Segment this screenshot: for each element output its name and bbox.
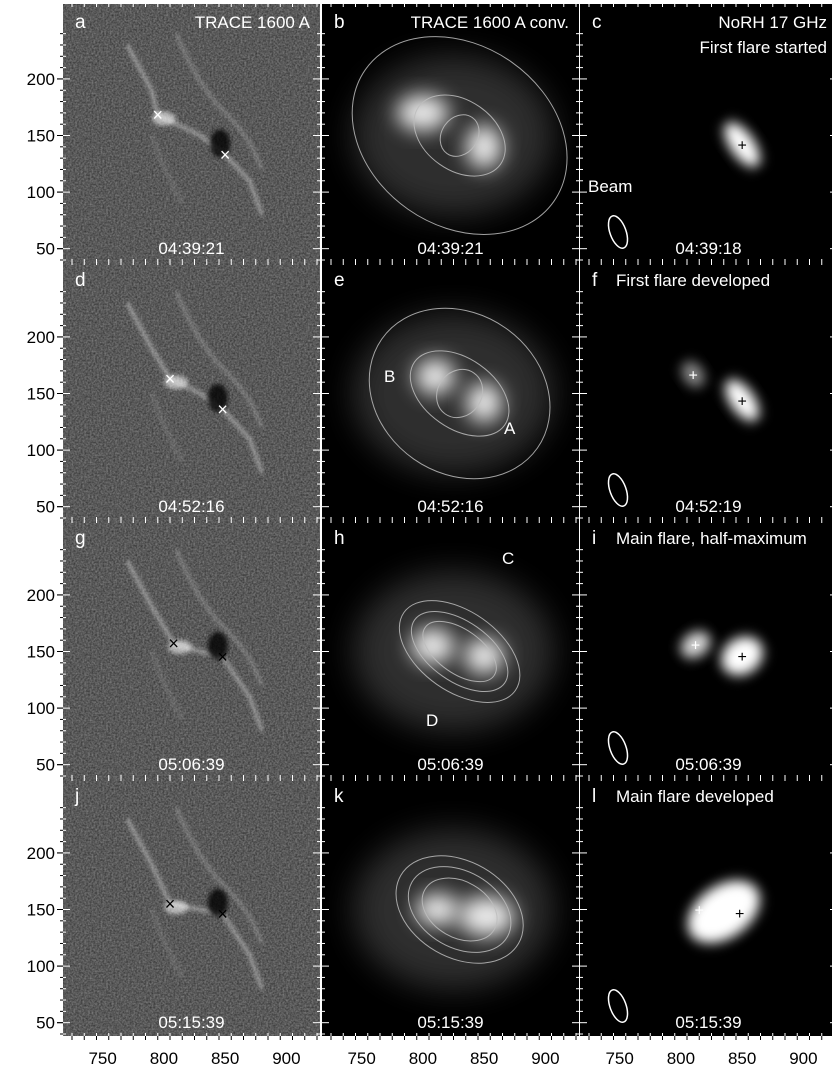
panel-j: × × j 05:15:39: [63, 778, 320, 1036]
panel-letter: i: [592, 528, 596, 549]
beam-ellipse: [607, 215, 629, 249]
panel-a: × × a TRACE 1600 A 04:39:21: [63, 4, 320, 262]
panel-letter: c: [592, 12, 602, 33]
x-tick-label: 900: [789, 1049, 817, 1068]
panel-letter: l: [592, 786, 596, 807]
timestamp: 05:06:39: [417, 755, 483, 774]
y-tick-label: 50: [36, 240, 55, 259]
timestamp: 04:52:19: [675, 497, 741, 516]
panel-i: + + i Main flare, half-maximum 05:06:39: [580, 520, 832, 778]
region-label: B: [384, 367, 395, 386]
beam-ellipse: [607, 731, 629, 765]
timestamp: 04:39:21: [158, 239, 224, 258]
panel-letter: g: [75, 528, 86, 549]
panel-letter: d: [75, 270, 86, 291]
timestamp: 04:39:18: [675, 239, 741, 258]
cross-marker: ×: [217, 399, 228, 419]
x-tick-label: 850: [728, 1049, 756, 1068]
beam-ellipse: [607, 989, 629, 1023]
y-tick-label: 150: [27, 385, 55, 404]
y-tick-label: 200: [27, 844, 55, 863]
panel-title: Main flare developed: [616, 787, 774, 806]
timestamp: 05:06:39: [675, 755, 741, 774]
region-label: C: [502, 549, 514, 568]
panel-d: × × d 04:52:16: [63, 262, 320, 520]
panel-letter: a: [75, 12, 86, 33]
y-tick-label: 100: [27, 699, 55, 718]
timestamp: 05:15:39: [417, 1013, 483, 1032]
x-tick-label: 900: [531, 1049, 559, 1068]
panel-l: + + l Main flare developed 05:15:39: [580, 778, 832, 1036]
centroid-cross: +: [737, 649, 746, 666]
centroid-cross: +: [737, 138, 746, 155]
y-tick-label: 100: [27, 441, 55, 460]
x-tick-label: 900: [272, 1049, 300, 1068]
timestamp: 04:52:16: [417, 497, 483, 516]
y-tick-label: 150: [27, 901, 55, 920]
x-tick-label: 750: [347, 1049, 375, 1068]
panel-g: × × g 05:06:39: [63, 520, 320, 778]
timestamp: 05:06:39: [158, 755, 224, 774]
y-tick-label: 50: [36, 756, 55, 775]
panel-f: + + f First flare developed 04:52:19: [580, 262, 832, 520]
centroid-cross: +: [688, 367, 697, 384]
panel-subtitle: First flare started: [699, 38, 827, 57]
centroid-cross: +: [737, 393, 746, 410]
y-tick-label: 100: [27, 183, 55, 202]
y-tick-label: 50: [36, 1014, 55, 1033]
y-tick-label: 150: [27, 127, 55, 146]
beam-ellipse: [607, 473, 629, 507]
y-tick-label: 100: [27, 957, 55, 976]
centroid-cross: +: [735, 906, 744, 923]
panel-letter: h: [334, 528, 345, 549]
cross-marker: ×: [217, 904, 228, 924]
panel-b: b TRACE 1600 A conv. 04:39:21: [322, 4, 579, 262]
x-tick-label: 750: [88, 1049, 116, 1068]
panel-h: h C D 05:06:39: [322, 520, 579, 778]
cross-marker: ×: [165, 369, 176, 389]
panel-title: NoRH 17 GHz: [718, 13, 827, 32]
y-tick-label: 200: [27, 328, 55, 347]
panel-k: k 05:15:39: [322, 778, 579, 1036]
x-tick-label: 800: [150, 1049, 178, 1068]
panel-c: + Beam c NoRH 17 GHz First flare started 04:3…: [580, 4, 832, 262]
beam-label: Beam: [588, 177, 632, 196]
cross-marker: ×: [168, 634, 179, 654]
cross-marker: ×: [220, 145, 231, 165]
y-tick-label: 50: [36, 498, 55, 517]
panel-title: Main flare, half-maximum: [616, 529, 807, 548]
panel-title: TRACE 1600 A: [195, 13, 311, 32]
x-tick-label: 800: [667, 1049, 695, 1068]
y-tick-label: 200: [27, 586, 55, 605]
cross-marker: ×: [165, 894, 176, 914]
timestamp: 05:15:39: [675, 1013, 741, 1032]
timestamp: 05:15:39: [158, 1013, 224, 1032]
timestamp: 04:52:16: [158, 497, 224, 516]
region-label: A: [504, 419, 516, 438]
x-tick-label: 750: [605, 1049, 633, 1068]
region-label: D: [426, 711, 438, 730]
panel-letter: f: [592, 270, 598, 291]
panel-title: TRACE 1600 A conv.: [411, 13, 569, 32]
timestamp: 04:39:21: [417, 239, 483, 258]
panel-letter: k: [334, 786, 344, 807]
cross-marker: ×: [217, 647, 228, 667]
panel-letter: j: [74, 786, 79, 807]
y-tick-label: 150: [27, 643, 55, 662]
panel-letter: b: [334, 12, 345, 33]
x-tick-label: 850: [470, 1049, 498, 1068]
centroid-cross: +: [695, 903, 704, 920]
x-tick-label: 800: [409, 1049, 437, 1068]
centroid-cross: +: [691, 638, 700, 655]
y-tick-label: 200: [27, 70, 55, 89]
panel-letter: e: [334, 270, 345, 291]
panel-title: First flare developed: [616, 271, 770, 290]
cross-marker: ×: [152, 105, 163, 125]
x-tick-label: 850: [211, 1049, 239, 1068]
panel-e: e B A 04:52:16: [322, 262, 579, 520]
